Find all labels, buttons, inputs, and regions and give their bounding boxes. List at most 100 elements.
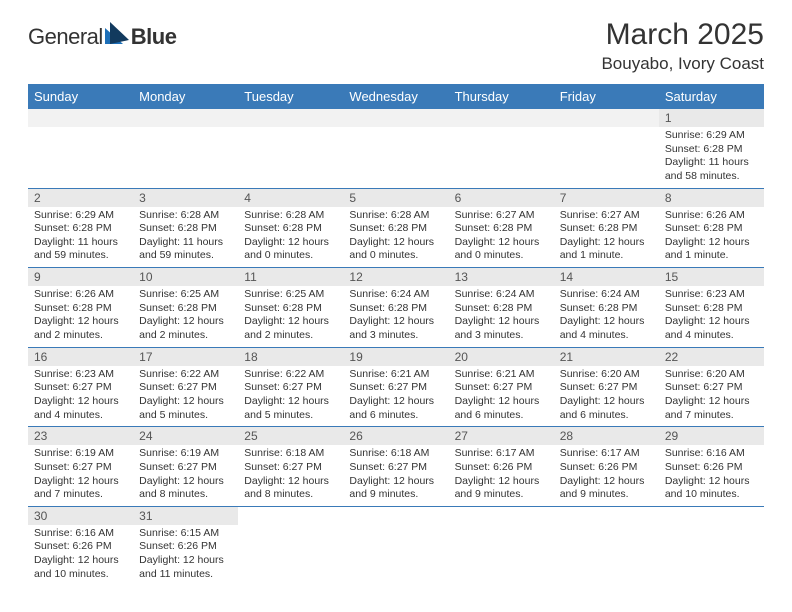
day-number: 27 [449,427,554,445]
calendar-cell: 6Sunrise: 6:27 AMSunset: 6:28 PMDaylight… [449,188,554,268]
day-number: 8 [659,189,764,207]
sunset-text: Sunset: 6:26 PM [560,461,653,475]
day-content: Sunrise: 6:19 AMSunset: 6:27 PMDaylight:… [28,445,133,506]
day-number-empty [449,109,554,127]
calendar-cell: 11Sunrise: 6:25 AMSunset: 6:28 PMDayligh… [238,268,343,348]
daylight-text: Daylight: 12 hours and 10 minutes. [34,554,127,581]
calendar-cell: 7Sunrise: 6:27 AMSunset: 6:28 PMDaylight… [554,188,659,268]
weekday-header: Wednesday [343,84,448,109]
sunset-text: Sunset: 6:26 PM [665,461,758,475]
day-number: 2 [28,189,133,207]
sunrise-text: Sunrise: 6:22 AM [244,368,337,382]
daylight-text: Daylight: 12 hours and 3 minutes. [349,315,442,342]
day-number: 20 [449,348,554,366]
sunrise-text: Sunrise: 6:21 AM [455,368,548,382]
day-number-empty [133,109,238,127]
sunrise-text: Sunrise: 6:29 AM [34,209,127,223]
daylight-text: Daylight: 12 hours and 4 minutes. [560,315,653,342]
sunset-text: Sunset: 6:27 PM [560,381,653,395]
sunset-text: Sunset: 6:28 PM [455,222,548,236]
day-content: Sunrise: 6:16 AMSunset: 6:26 PMDaylight:… [659,445,764,506]
sunset-text: Sunset: 6:27 PM [349,381,442,395]
sunrise-text: Sunrise: 6:18 AM [244,447,337,461]
sunset-text: Sunset: 6:28 PM [244,302,337,316]
day-content: Sunrise: 6:18 AMSunset: 6:27 PMDaylight:… [238,445,343,506]
sunrise-text: Sunrise: 6:28 AM [139,209,232,223]
calendar-week-row: 16Sunrise: 6:23 AMSunset: 6:27 PMDayligh… [28,347,764,427]
daylight-text: Daylight: 12 hours and 6 minutes. [560,395,653,422]
calendar-cell: 13Sunrise: 6:24 AMSunset: 6:28 PMDayligh… [449,268,554,348]
calendar-cell: 26Sunrise: 6:18 AMSunset: 6:27 PMDayligh… [343,427,448,507]
calendar-cell: 3Sunrise: 6:28 AMSunset: 6:28 PMDaylight… [133,188,238,268]
sunrise-text: Sunrise: 6:20 AM [560,368,653,382]
calendar-cell: 24Sunrise: 6:19 AMSunset: 6:27 PMDayligh… [133,427,238,507]
day-content: Sunrise: 6:25 AMSunset: 6:28 PMDaylight:… [238,286,343,347]
calendar-cell: 22Sunrise: 6:20 AMSunset: 6:27 PMDayligh… [659,347,764,427]
calendar-cell: 12Sunrise: 6:24 AMSunset: 6:28 PMDayligh… [343,268,448,348]
day-number: 24 [133,427,238,445]
calendar-cell: 8Sunrise: 6:26 AMSunset: 6:28 PMDaylight… [659,188,764,268]
daylight-text: Daylight: 12 hours and 11 minutes. [139,554,232,581]
day-content: Sunrise: 6:28 AMSunset: 6:28 PMDaylight:… [133,207,238,268]
logo-text-b: Blue [131,24,177,50]
calendar-week-row: 1Sunrise: 6:29 AMSunset: 6:28 PMDaylight… [28,109,764,188]
day-content: Sunrise: 6:16 AMSunset: 6:26 PMDaylight:… [28,525,133,586]
sunset-text: Sunset: 6:27 PM [139,461,232,475]
day-number: 1 [659,109,764,127]
sunset-text: Sunset: 6:28 PM [244,222,337,236]
sunset-text: Sunset: 6:27 PM [455,381,548,395]
day-number: 7 [554,189,659,207]
sunset-text: Sunset: 6:28 PM [560,302,653,316]
day-number: 17 [133,348,238,366]
calendar-cell: 21Sunrise: 6:20 AMSunset: 6:27 PMDayligh… [554,347,659,427]
day-content: Sunrise: 6:26 AMSunset: 6:28 PMDaylight:… [659,207,764,268]
sunrise-text: Sunrise: 6:20 AM [665,368,758,382]
day-content: Sunrise: 6:22 AMSunset: 6:27 PMDaylight:… [133,366,238,427]
day-content: Sunrise: 6:15 AMSunset: 6:26 PMDaylight:… [133,525,238,586]
day-number: 16 [28,348,133,366]
daylight-text: Daylight: 12 hours and 5 minutes. [244,395,337,422]
sunrise-text: Sunrise: 6:26 AM [665,209,758,223]
calendar-week-row: 23Sunrise: 6:19 AMSunset: 6:27 PMDayligh… [28,427,764,507]
daylight-text: Daylight: 12 hours and 9 minutes. [560,475,653,502]
day-number: 4 [238,189,343,207]
calendar-cell [659,506,764,585]
calendar-cell [554,506,659,585]
day-number: 21 [554,348,659,366]
day-content: Sunrise: 6:20 AMSunset: 6:27 PMDaylight:… [554,366,659,427]
sunrise-text: Sunrise: 6:24 AM [349,288,442,302]
day-content: Sunrise: 6:25 AMSunset: 6:28 PMDaylight:… [133,286,238,347]
day-number: 19 [343,348,448,366]
daylight-text: Daylight: 12 hours and 2 minutes. [34,315,127,342]
daylight-text: Daylight: 12 hours and 7 minutes. [665,395,758,422]
sunrise-text: Sunrise: 6:23 AM [665,288,758,302]
day-content: Sunrise: 6:24 AMSunset: 6:28 PMDaylight:… [554,286,659,347]
day-number: 12 [343,268,448,286]
sunset-text: Sunset: 6:27 PM [34,381,127,395]
daylight-text: Daylight: 11 hours and 59 minutes. [34,236,127,263]
calendar-week-row: 30Sunrise: 6:16 AMSunset: 6:26 PMDayligh… [28,506,764,585]
weekday-header: Tuesday [238,84,343,109]
day-content: Sunrise: 6:23 AMSunset: 6:28 PMDaylight:… [659,286,764,347]
day-number: 11 [238,268,343,286]
calendar-cell [449,109,554,188]
calendar-cell: 4Sunrise: 6:28 AMSunset: 6:28 PMDaylight… [238,188,343,268]
sunset-text: Sunset: 6:27 PM [244,461,337,475]
sunrise-text: Sunrise: 6:23 AM [34,368,127,382]
calendar-cell: 10Sunrise: 6:25 AMSunset: 6:28 PMDayligh… [133,268,238,348]
calendar-cell: 18Sunrise: 6:22 AMSunset: 6:27 PMDayligh… [238,347,343,427]
calendar-cell: 14Sunrise: 6:24 AMSunset: 6:28 PMDayligh… [554,268,659,348]
day-number: 10 [133,268,238,286]
day-content: Sunrise: 6:21 AMSunset: 6:27 PMDaylight:… [449,366,554,427]
day-content: Sunrise: 6:27 AMSunset: 6:28 PMDaylight:… [554,207,659,268]
sunrise-text: Sunrise: 6:16 AM [665,447,758,461]
day-content: Sunrise: 6:23 AMSunset: 6:27 PMDaylight:… [28,366,133,427]
calendar-table: Sunday Monday Tuesday Wednesday Thursday… [28,84,764,585]
day-number: 26 [343,427,448,445]
sunrise-text: Sunrise: 6:27 AM [455,209,548,223]
logo-mark-icon [105,22,131,49]
calendar-cell [28,109,133,188]
calendar-week-row: 9Sunrise: 6:26 AMSunset: 6:28 PMDaylight… [28,268,764,348]
sunset-text: Sunset: 6:26 PM [34,540,127,554]
weekday-header-row: Sunday Monday Tuesday Wednesday Thursday… [28,84,764,109]
